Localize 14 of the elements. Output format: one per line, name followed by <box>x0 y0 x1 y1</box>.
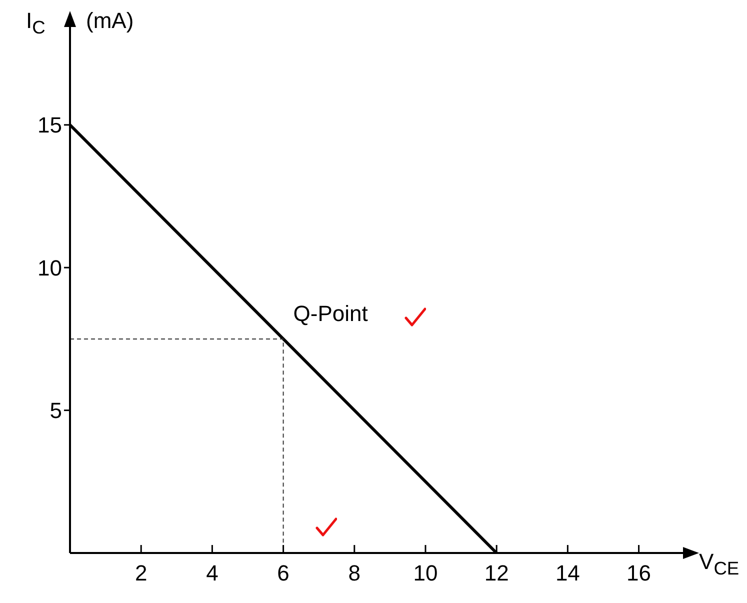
x-tick-label: 10 <box>413 560 438 586</box>
x-tick-label: 8 <box>348 560 361 586</box>
x-tick-label: 6 <box>277 560 290 586</box>
x-tick-label: 4 <box>206 560 218 586</box>
x-tick-label: 12 <box>484 560 509 586</box>
x-tick-label: 16 <box>626 560 652 586</box>
x-axis-title: V$_{CE}$ <box>699 549 740 580</box>
text: I$_{C}$ (mA) <box>26 8 134 38</box>
x-tick-label: 14 <box>555 560 580 586</box>
y-tick-label: 10 <box>38 255 62 280</box>
y-tick-label: 15 <box>38 112 62 138</box>
annotation: Q-Point <box>293 300 368 327</box>
x-tick-label: 2 <box>134 560 148 586</box>
y-tick-label: 5 <box>50 398 62 424</box>
